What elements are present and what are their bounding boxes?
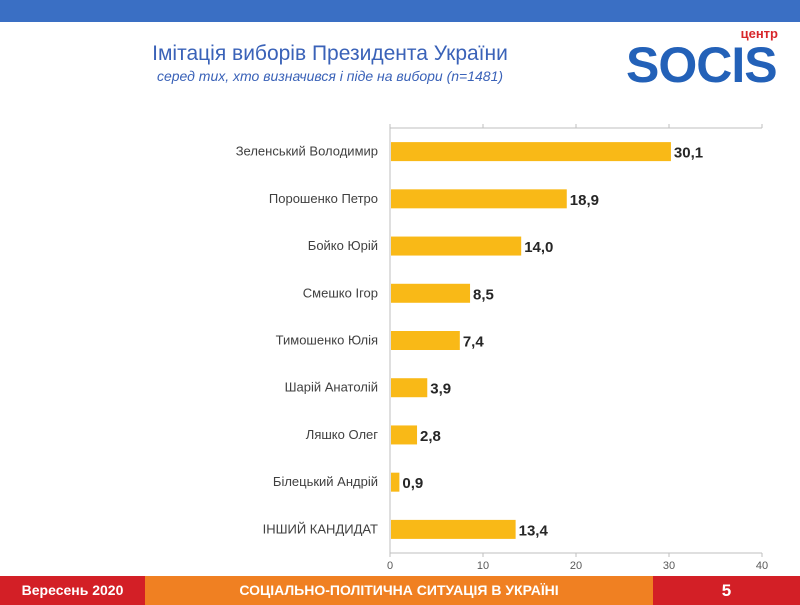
footer: Вересень 2020 СОЦІАЛЬНО-ПОЛІТИЧНА СИТУАЦ… — [0, 576, 800, 605]
bar — [391, 378, 428, 398]
bar — [391, 283, 471, 303]
bar — [391, 519, 516, 539]
logo-wordmark: SOCIS — [626, 37, 778, 93]
chart-title: Імітація виборів Президента України — [152, 42, 508, 65]
x-tick-label: 10 — [477, 560, 489, 572]
data-label: 7,4 — [463, 334, 485, 351]
footer-page-number: 5 — [653, 576, 800, 605]
data-label: 18,9 — [570, 192, 599, 209]
x-tick-label: 0 — [387, 560, 393, 572]
data-label: 14,0 — [524, 239, 553, 256]
bar-chart: 0 10 20 30 40 Зеленський Володимир 30,1 Порошен… — [236, 124, 768, 572]
bar — [391, 425, 418, 445]
category-label: ІНШИЙ КАНДИДАТ — [263, 521, 378, 536]
bar — [391, 472, 400, 492]
data-label: 30,1 — [674, 145, 703, 162]
category-label: Порошенко Петро — [269, 191, 378, 206]
x-tick-label: 40 — [756, 560, 768, 572]
socis-logo: центр SOCIS — [622, 22, 792, 93]
category-label: Білецький Андрій — [273, 474, 378, 489]
x-tick-label: 30 — [663, 560, 675, 572]
category-label: Ляшко Олег — [306, 427, 378, 442]
data-label: 0,9 — [402, 475, 423, 492]
bar — [391, 142, 671, 162]
data-label: 3,9 — [430, 381, 451, 398]
top-accent-bar — [0, 0, 800, 22]
category-label: Зеленський Володимир — [236, 144, 378, 159]
bar — [391, 331, 460, 350]
category-label: Смешко Ігор — [303, 285, 378, 300]
chart-subtitle: серед тих, хто визначився і піде на вибо… — [156, 68, 504, 84]
x-tick-label: 20 — [570, 560, 582, 572]
bar — [391, 189, 567, 209]
data-label: 13,4 — [519, 522, 549, 539]
data-label: 8,5 — [473, 286, 494, 303]
category-label: Шарій Анатолій — [285, 380, 378, 395]
data-label: 2,8 — [420, 428, 441, 445]
bar — [391, 236, 522, 256]
footer-section-title: СОЦІАЛЬНО-ПОЛІТИЧНА СИТУАЦІЯ В УКРАЇНІ — [145, 576, 653, 605]
category-label: Тимошенко Юлія — [276, 333, 378, 348]
category-label: Бойко Юрій — [308, 238, 378, 253]
footer-date: Вересень 2020 — [0, 576, 145, 605]
logo-superscript: центр — [740, 26, 778, 41]
